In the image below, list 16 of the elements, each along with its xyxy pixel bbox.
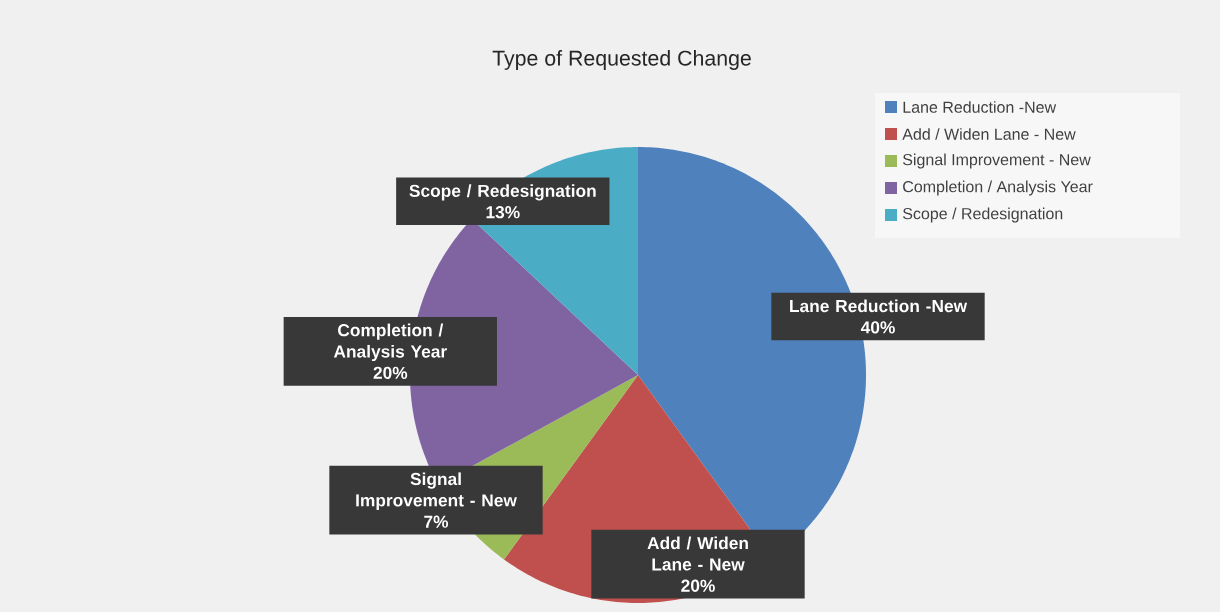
data-label: 7% <box>424 515 449 528</box>
legend-label: Lane Reduction -New <box>903 101 1057 113</box>
slice-label: Completion / Analysis Year <box>333 323 447 362</box>
data-label: 13% <box>486 206 520 219</box>
slice-label: Signal Improvement - New <box>356 472 517 510</box>
slice-label: Lane Reduction -New <box>790 299 968 313</box>
legend-label: Add / Widen Lane - New <box>902 128 1076 140</box>
slice-label: Scope / Redesignation <box>409 184 596 201</box>
legend-label: Completion / Analysis Year <box>903 180 1093 196</box>
data-label: 40% <box>860 321 895 334</box>
legend-label: Signal Improvement - New <box>903 153 1091 169</box>
slice-label: Add / Widen Lane - New <box>647 536 748 571</box>
data-label: 20% <box>681 579 715 592</box>
chart-title: Type of Requested Change <box>492 50 751 70</box>
legend-label: Scope / Redesignation <box>903 207 1063 223</box>
data-label: 20% <box>373 366 408 379</box>
